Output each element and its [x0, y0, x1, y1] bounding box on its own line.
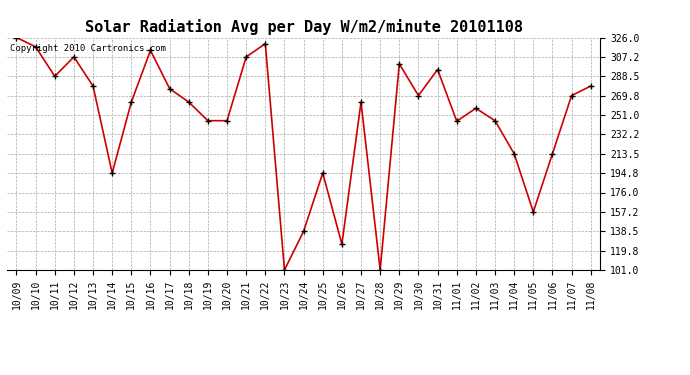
Title: Solar Radiation Avg per Day W/m2/minute 20101108: Solar Radiation Avg per Day W/m2/minute …	[85, 19, 522, 35]
Text: Copyright 2010 Cartronics.com: Copyright 2010 Cartronics.com	[10, 45, 166, 54]
